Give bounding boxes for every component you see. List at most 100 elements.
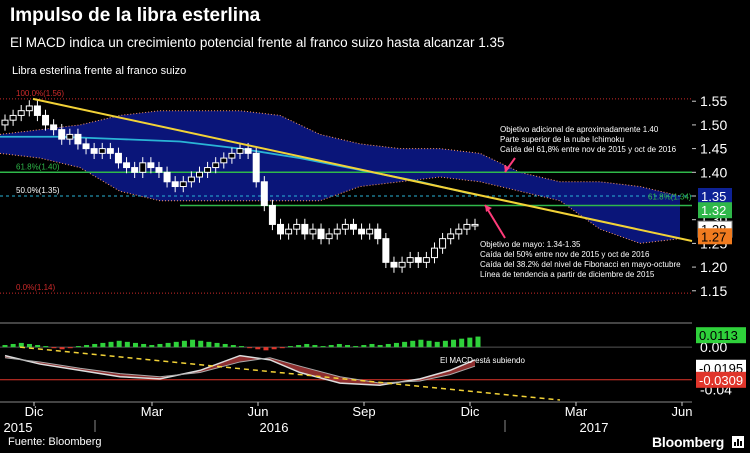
macd-bar xyxy=(287,346,293,348)
candle-body xyxy=(374,228,382,240)
fib-right-label: 61.8%(1.34) xyxy=(648,192,692,201)
price-badge-label: 1.27 xyxy=(701,229,726,244)
price-badge-box xyxy=(698,202,732,219)
macd-bar xyxy=(336,343,342,348)
macd-bar xyxy=(377,345,383,348)
candle-body xyxy=(398,261,406,268)
candle-body xyxy=(268,204,276,225)
macd-bar xyxy=(35,345,41,348)
candle-body xyxy=(114,152,122,164)
price-badge-label: 1.32 xyxy=(701,203,726,218)
macd-bar xyxy=(369,343,375,348)
macd-bar xyxy=(402,341,408,348)
candle-body xyxy=(195,171,203,178)
fib-label-0: 100.0%(1.56) xyxy=(16,89,64,98)
x-tick-label: Jun xyxy=(248,404,269,419)
price-badge-box xyxy=(698,228,732,245)
candle-body xyxy=(33,105,41,116)
y-tick-label: 1.15 xyxy=(700,283,727,299)
candle-body xyxy=(123,162,131,169)
annotation-2-line: Caída del 38.2% del nivel de Fibonacci e… xyxy=(480,260,681,269)
candle-body xyxy=(58,129,66,140)
macd-bar xyxy=(100,342,106,348)
chart-title: Impulso de la libra esterlina xyxy=(10,5,261,26)
y-tick-label: 1.45 xyxy=(700,141,727,157)
candle-body xyxy=(341,223,349,230)
macd-trendline xyxy=(19,346,561,401)
macd-bar xyxy=(10,343,16,348)
macd-bar xyxy=(361,345,367,348)
x-tick-label: Sep xyxy=(352,404,375,419)
y-tick-label: 1.40 xyxy=(700,164,727,180)
macd-bar xyxy=(451,339,457,348)
macd-badge-box xyxy=(696,327,746,344)
annotation-2-arrowhead xyxy=(485,205,492,212)
macd-bar xyxy=(442,340,448,348)
candle-body xyxy=(74,133,82,145)
candle-body xyxy=(277,223,285,235)
macd-bar xyxy=(198,340,204,348)
x-tick-label: Mar xyxy=(141,404,164,419)
candle-body xyxy=(163,171,171,183)
macd-bar xyxy=(263,347,269,351)
candle-body xyxy=(325,233,333,240)
candle-body xyxy=(9,114,17,121)
candle-body xyxy=(17,110,25,116)
macd-bar xyxy=(345,345,351,348)
candle-body xyxy=(349,223,357,230)
macd-bar xyxy=(320,346,326,348)
macd-bar xyxy=(296,345,302,348)
macd-bar xyxy=(181,340,187,348)
x-tick-label: Dic xyxy=(25,404,44,419)
macd-bar xyxy=(67,347,73,349)
macd-bar xyxy=(239,346,244,348)
y-tick-label: 1.20 xyxy=(700,259,727,275)
macd-bar xyxy=(353,346,359,348)
candle-body xyxy=(455,228,463,235)
candle-body xyxy=(244,148,252,154)
candle-body xyxy=(204,167,212,173)
candle-body xyxy=(358,228,366,235)
macd-badge-box xyxy=(696,359,746,376)
macd-bar xyxy=(230,345,236,348)
candle-body xyxy=(220,157,228,164)
x-tick-label: Mar xyxy=(565,404,588,419)
candle-body xyxy=(187,176,195,183)
macd-bar xyxy=(190,339,196,348)
macd-bar xyxy=(393,342,399,348)
candle-body xyxy=(382,238,390,263)
candle-body xyxy=(333,228,341,235)
macd-bar xyxy=(222,343,228,348)
macd-bar xyxy=(59,347,65,350)
candle-body xyxy=(90,148,98,154)
annotation-2-line: Objetivo de mayo: 1.34-1.35 xyxy=(480,240,581,249)
macd-line xyxy=(4,354,476,386)
candle-body xyxy=(228,152,236,159)
candle-body xyxy=(50,124,58,131)
macd-bar xyxy=(173,341,179,348)
annotation-2-line: Línea de tendencia a partir de diciembre… xyxy=(480,270,655,279)
macd-bar xyxy=(410,340,416,348)
macd-bar xyxy=(271,347,277,350)
macd-bar xyxy=(434,341,440,348)
candle-body xyxy=(301,223,309,235)
macd-badge-box xyxy=(696,371,746,388)
macd-bar xyxy=(214,342,220,348)
candle-body xyxy=(439,238,447,249)
macd-bar xyxy=(132,342,138,348)
macd-bar xyxy=(51,347,57,349)
macd-bar xyxy=(149,345,155,348)
candle-body xyxy=(414,257,422,263)
candle-body xyxy=(179,181,187,188)
candle-body xyxy=(42,114,50,126)
macd-badge-label: 0.0113 xyxy=(699,328,738,343)
macd-bar xyxy=(255,347,261,350)
candle-body xyxy=(171,181,179,188)
annotation-2-arrow xyxy=(484,204,506,239)
macd-bar xyxy=(467,337,473,348)
fib-label-3: 0.0%(1.14) xyxy=(16,283,55,292)
candle-body xyxy=(430,247,438,259)
macd-bar xyxy=(43,346,49,348)
macd-bar xyxy=(312,345,318,348)
